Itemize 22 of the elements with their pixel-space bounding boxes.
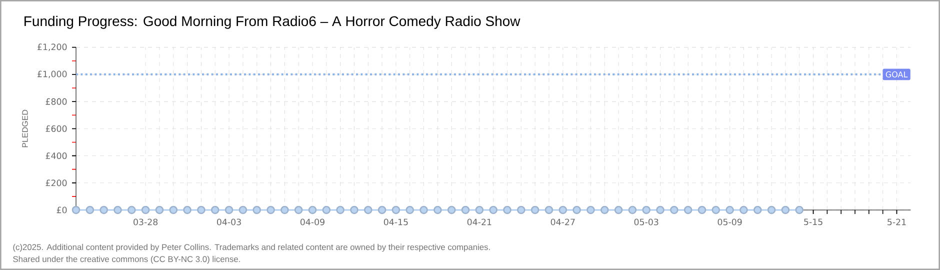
y-tick-label: £200 bbox=[46, 180, 67, 186]
y-tick-label: £800 bbox=[46, 98, 67, 105]
y-tick-label: £400 bbox=[46, 152, 67, 160]
y-axis-title: PLEDGED bbox=[22, 110, 28, 148]
x-tick-label: 05-03 bbox=[634, 218, 658, 226]
y-tick-label: £1,000 bbox=[38, 70, 67, 78]
y-tick-label: £1,200 bbox=[38, 44, 67, 52]
x-tick-label: 04-03 bbox=[217, 218, 241, 226]
x-tick-label: 04-09 bbox=[300, 218, 324, 226]
y-tick-label: £0 bbox=[56, 206, 67, 214]
text: Shared under the creative commons (CC BY-NC 3.0) license. bbox=[13, 256, 240, 264]
x-tick-label: 04-27 bbox=[550, 218, 575, 226]
x-tick-label: 04-21 bbox=[467, 218, 492, 226]
x-tick-label: 5-21 bbox=[888, 218, 906, 226]
x-tick-label: 03-28 bbox=[134, 218, 158, 226]
x-tick-label: 05-09 bbox=[718, 218, 742, 226]
y-tick-label: £600 bbox=[46, 125, 67, 132]
chart-title: Funding Progress: Good Morning From Radio6 – A Horror Comedy Radio Show bbox=[24, 16, 520, 29]
x-tick-label: 5-15 bbox=[804, 218, 822, 226]
ref-line-label: GOAL bbox=[886, 71, 908, 78]
text: (c)2025. Additional content provided by Peter Collins. Trademarks and related content are owned by their respective companies. bbox=[13, 244, 490, 252]
x-tick-label: 04-15 bbox=[384, 218, 408, 226]
